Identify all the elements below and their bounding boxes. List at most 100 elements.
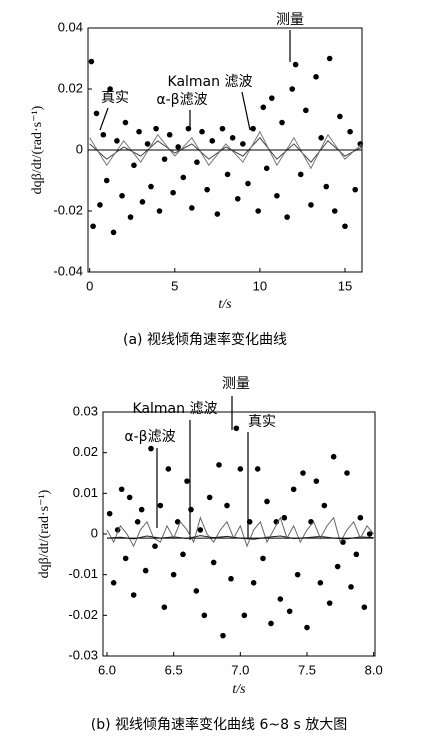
y-tick-label: -0.02 [53,202,83,217]
measurement-point [281,514,288,521]
measurement-point [106,510,113,517]
measurement-point [152,543,158,549]
measurement-point [122,555,129,562]
measurement-point [250,580,257,586]
x-axis-label: t/s [232,682,246,697]
measurement-point [204,186,210,193]
caption: (b) 视线倾角速率变化曲线 6~8 s 放大图 [91,716,347,733]
y-tick-label: 0.01 [73,485,98,500]
x-tick-label: 5 [171,278,178,293]
measurement-point [268,620,274,627]
x-tick-label: 6.5 [165,662,183,677]
measurement-point [97,202,103,208]
measurement-point [166,131,173,138]
measurement-point [197,527,204,533]
measurement-point [170,571,177,578]
series-label: 测量 [276,12,304,28]
x-tick-label: 7.0 [231,662,249,677]
measurement-point [318,135,324,141]
measurement-point [118,486,125,493]
measurement-point [148,183,154,190]
measurement-point [139,199,146,205]
y-tick-label: -0.03 [68,647,98,662]
measurement-point [114,138,120,144]
measurement-point [138,506,145,513]
measurement-point [300,470,306,476]
measurement-point [323,183,330,190]
measurement-point [107,86,113,92]
y-tick-label: -0.04 [53,263,83,278]
measurement-point [254,466,261,472]
series-line [106,516,375,548]
caption: (a) 视线倾角速率变化曲线 [123,331,287,348]
measurement-point [180,174,187,181]
y-tick-label: 0 [91,525,98,540]
measurement-point [286,608,293,615]
measurement-point [284,214,290,220]
measurement-point [174,519,181,525]
measurement-point [313,478,320,484]
x-axis-label: t/s [218,297,232,312]
measurement-point [240,141,246,147]
y-axis-label: dqβ/dt/(rad·s⁻¹) [37,489,52,578]
measurement-point [214,211,221,217]
measurement-point [206,494,213,501]
measurement-point [326,55,333,62]
label-leader [99,107,109,131]
measurement-point [361,604,368,610]
measurement-point [313,74,319,80]
measurement-point [255,208,261,214]
measurement-point [175,144,181,150]
measurement-point [297,171,304,178]
measurement-point [342,223,348,230]
y-tick-label: 0.02 [58,80,83,95]
series-label: 真实 [248,414,276,430]
measurement-point [352,186,358,193]
measurement-point [353,551,360,558]
measurement-point [126,494,133,501]
measurement-point [264,498,270,505]
series-line [89,130,363,170]
measurement-point [308,202,314,208]
y-axis-label: dqβ/dt/(rad·s⁻¹) [30,105,45,194]
label-leader [241,91,251,131]
measurement-point [131,162,137,169]
x-tick-label: 0 [86,278,93,293]
measurement-point [357,141,364,147]
measurement-point [136,128,142,135]
measurement-point [304,624,310,631]
measurement-point [321,502,328,509]
x-tick-label: 10 [253,278,267,293]
measurement-point [348,584,354,590]
series-label: α-β滤波 [124,429,175,445]
measurement-point [88,58,95,65]
measurement-point [161,156,168,162]
measurement-point [144,141,151,147]
measurement-point [260,104,267,111]
measurement-point [210,559,217,566]
x-tick-label: 15 [338,278,352,293]
measurement-point [161,604,168,610]
measurement-point [269,95,275,101]
measurement-point [357,514,364,521]
y-tick-label: -0.02 [68,607,98,622]
measurement-point [134,519,141,525]
measurement-point [303,107,309,114]
series-label: 测量 [222,376,250,392]
series-label: α-β滤波 [156,92,207,108]
measurement-point [228,575,234,582]
measurement-point [334,563,341,570]
measurement-point [263,165,270,172]
measurement-point [127,214,134,220]
measurement-point [156,208,163,214]
series-label: Kalman 滤波 [168,74,253,90]
measurement-point [344,470,350,476]
plot-frame [102,411,376,657]
measurement-point [199,128,205,135]
measurement-point [279,119,285,126]
measurement-point [366,531,373,537]
measurement-point [122,119,129,126]
measurement-point [220,632,226,639]
y-tick-label: 0.02 [73,444,98,459]
y-tick-label: 0.04 [58,19,83,34]
